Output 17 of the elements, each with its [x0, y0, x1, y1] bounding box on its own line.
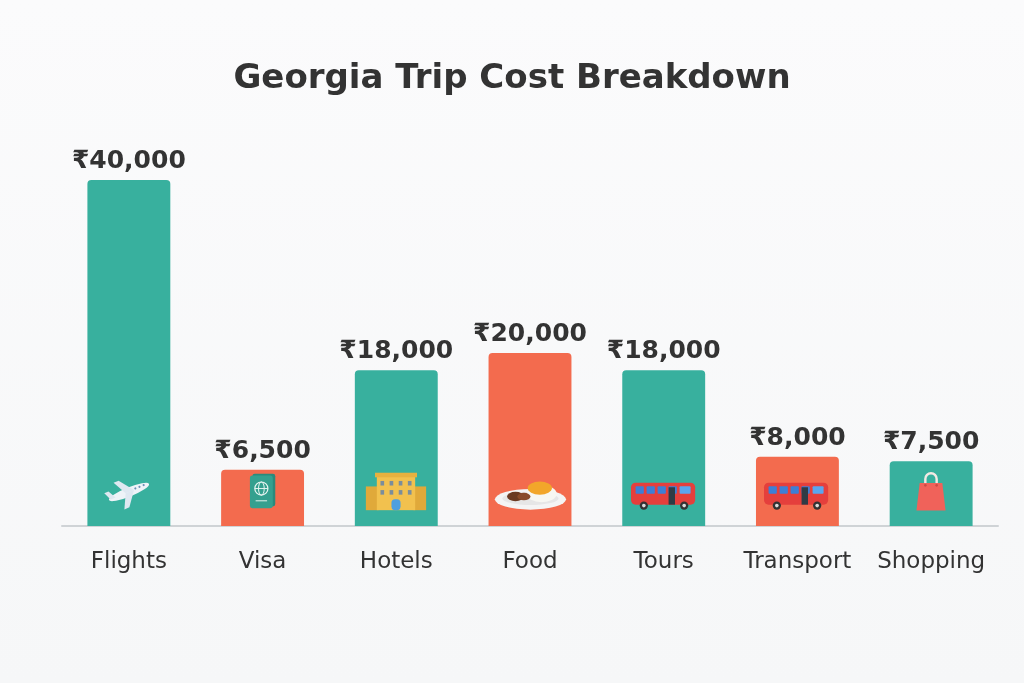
- bar: [488, 353, 572, 526]
- x-tick-label: Tours: [632, 546, 694, 573]
- x-tick-label: Shopping: [877, 546, 986, 573]
- bar: [87, 180, 171, 526]
- x-tick-label: Transport: [742, 546, 852, 573]
- data-label: ₹18,000: [339, 335, 454, 365]
- chart-title: Georgia Trip Cost Breakdown: [233, 56, 791, 96]
- data-label: ₹6,500: [214, 434, 311, 464]
- data-label: ₹8,000: [749, 421, 846, 451]
- x-tick-label: Flights: [90, 546, 167, 573]
- data-label: ₹7,500: [882, 426, 980, 456]
- data-label: ₹20,000: [473, 318, 587, 347]
- x-tick-label: Hotels: [359, 546, 433, 573]
- x-tick-label: Visa: [238, 546, 287, 573]
- data-label: ₹18,000: [606, 335, 721, 365]
- x-tick-label: Food: [502, 546, 558, 573]
- data-label: ₹40,000: [71, 145, 186, 174]
